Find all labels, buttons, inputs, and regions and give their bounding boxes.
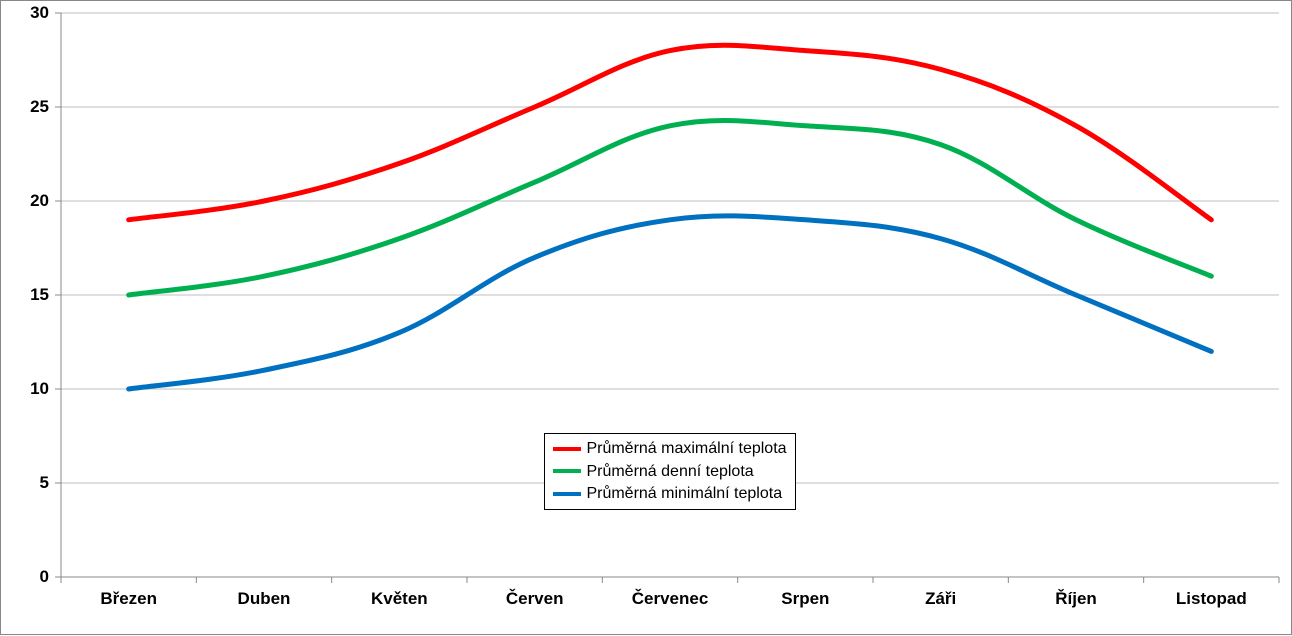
legend-label: Průměrná maximální teplota: [586, 440, 786, 458]
y-tick-label: 5: [1, 473, 49, 493]
legend-label: Průměrná minimální teplota: [586, 485, 782, 503]
x-tick-label: Červen: [506, 589, 564, 609]
y-tick-label: 20: [1, 191, 49, 211]
y-tick-label: 15: [1, 285, 49, 305]
legend-item: Průměrná maximální teplota: [553, 440, 786, 458]
legend-label: Průměrná denní teplota: [586, 463, 753, 481]
x-tick-label: Listopad: [1176, 589, 1247, 609]
chart-container: 0 5 10 15 20 25 30 Březen Duben Květen Červen Červ…: [0, 0, 1292, 635]
legend-item: Průměrná denní teplota: [553, 463, 786, 481]
y-tick-label: 10: [1, 379, 49, 399]
x-tick-label: Březen: [100, 589, 157, 609]
y-tick-label: 30: [1, 3, 49, 23]
legend-swatch: [553, 492, 581, 496]
x-tick-label: Červenec: [632, 589, 709, 609]
legend: Průměrná maximální teplota Průměrná denní…: [544, 433, 795, 510]
x-tick-label: Květen: [371, 589, 428, 609]
legend-swatch: [553, 469, 581, 473]
series-line-2: [129, 216, 1212, 389]
chart-svg: [1, 1, 1292, 636]
legend-swatch: [553, 447, 581, 451]
x-tick-label: Říjen: [1055, 589, 1097, 609]
y-tick-label: 0: [1, 567, 49, 587]
x-tick-label: Záři: [925, 589, 956, 609]
x-tick-label: Duben: [238, 589, 291, 609]
legend-item: Průměrná minimální teplota: [553, 485, 786, 503]
series-line-1: [129, 120, 1212, 295]
series-line-0: [129, 45, 1212, 220]
x-tick-label: Srpen: [781, 589, 829, 609]
y-tick-label: 25: [1, 97, 49, 117]
